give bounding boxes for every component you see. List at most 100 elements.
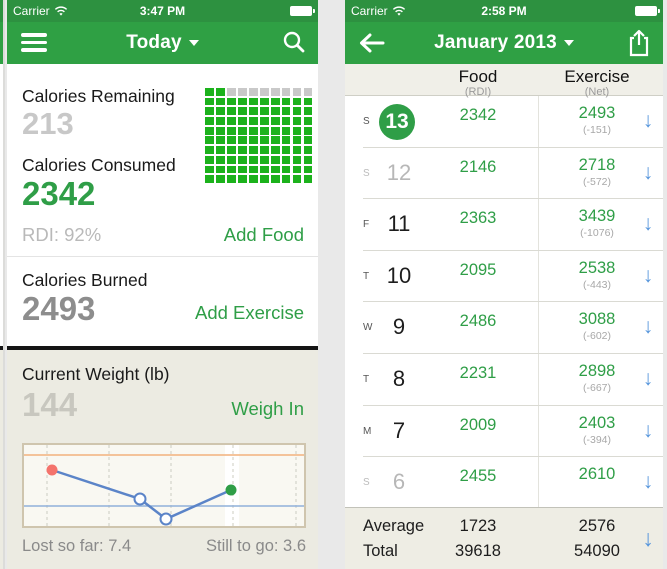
grid-cell xyxy=(303,165,313,174)
diary-row-9[interactable]: W 9 2486 3088 (-602) ↓ xyxy=(345,302,663,354)
grid-cell xyxy=(205,146,214,154)
grid-cell xyxy=(303,117,313,125)
exercise-calories: 3088 xyxy=(578,310,616,329)
back-arrow-icon[interactable] xyxy=(357,32,385,54)
status-time: 2:58 PM xyxy=(481,4,527,18)
exercise-calories: 2403 xyxy=(578,413,616,432)
diary-row-8[interactable]: T 8 2231 2898 (-667) ↓ xyxy=(345,353,663,406)
diary-row-7[interactable]: M 7 2009 2403 (-394) ↓ xyxy=(345,405,663,458)
exercise-header-sub: (Net) xyxy=(584,86,610,98)
download-arrow-icon[interactable]: ↓ xyxy=(642,160,654,184)
food-header-sub: (RDI) xyxy=(464,86,492,98)
download-summary-icon[interactable]: ↓ xyxy=(642,525,654,551)
selected-day-badge: 13 xyxy=(379,104,415,140)
calories-burned-value: 2493 xyxy=(22,290,96,327)
diary-row-6[interactable]: S 6 2455 2610 ↓ xyxy=(345,457,663,509)
grid-cell xyxy=(205,107,214,116)
exercise-cell: 2403 (-394) xyxy=(547,414,647,446)
day-letter: M xyxy=(363,425,372,437)
download-arrow-icon[interactable]: ↓ xyxy=(642,366,654,390)
grid-cell xyxy=(303,97,313,106)
grid-cell xyxy=(215,107,225,116)
calorie-progress-grid xyxy=(205,88,313,183)
menu-icon[interactable] xyxy=(21,33,47,53)
search-icon[interactable] xyxy=(282,30,306,54)
grid-cell xyxy=(237,175,247,183)
total-label: Total xyxy=(363,542,398,560)
food-column-header: Food (RDI) xyxy=(418,67,538,98)
day-number: 12 xyxy=(386,159,412,185)
average-label: Average xyxy=(363,517,425,535)
current-weight-label: Current Weight (lb) xyxy=(22,364,170,384)
grid-cell xyxy=(259,88,269,96)
weigh-in-button[interactable]: Weigh In xyxy=(231,398,304,419)
month-selector[interactable]: January 2013 xyxy=(345,32,663,54)
grid-cell xyxy=(248,117,258,125)
add-food-button[interactable]: Add Food xyxy=(223,224,304,245)
calories-consumed-label: Calories Consumed xyxy=(22,155,176,175)
grid-cell xyxy=(292,175,302,183)
crop-weight-sliver xyxy=(0,350,3,569)
food-calories: 2231 xyxy=(459,363,497,382)
diary-rows: S 13 2342 2493 (-151) ↓ S 12 2146 2718 (-572) ↓ F 11 2… xyxy=(345,96,663,569)
grid-cell xyxy=(259,136,269,145)
download-arrow-icon[interactable]: ↓ xyxy=(642,263,654,287)
add-exercise-button[interactable]: Add Exercise xyxy=(195,302,304,323)
grid-cell xyxy=(292,165,302,174)
share-icon[interactable] xyxy=(627,28,651,58)
carrier-label: Carrier xyxy=(13,4,50,18)
grid-cell xyxy=(215,165,225,174)
food-calories: 2486 xyxy=(459,312,497,331)
current-weight-value: 144 xyxy=(22,386,78,423)
grid-cell xyxy=(205,136,214,145)
day-letter: S xyxy=(363,116,370,127)
grid-cell xyxy=(237,97,247,106)
diary-row-11[interactable]: F 11 2363 3439 (-1076) ↓ xyxy=(345,199,663,251)
grid-cell xyxy=(248,175,258,183)
section-divider xyxy=(7,256,318,257)
grid-cell xyxy=(237,136,247,145)
diary-row-13[interactable]: S 13 2342 2493 (-151) ↓ xyxy=(345,96,663,148)
grid-cell xyxy=(259,155,269,164)
carrier-label: Carrier xyxy=(351,4,388,18)
grid-cell xyxy=(292,107,302,116)
grid-cell xyxy=(303,146,313,154)
grid-cell xyxy=(259,117,269,125)
diary-row-12[interactable]: S 12 2146 2718 (-572) ↓ xyxy=(345,147,663,200)
status-time: 3:47 PM xyxy=(139,4,186,18)
exercise-cell: 2610 xyxy=(547,465,647,485)
grid-cell xyxy=(270,165,280,174)
net-calories: (-151) xyxy=(582,124,611,136)
grid-cell xyxy=(259,165,269,174)
battery-icon xyxy=(290,6,315,16)
download-arrow-icon[interactable]: ↓ xyxy=(642,315,654,339)
grid-cell xyxy=(281,155,291,164)
grid-cell xyxy=(205,88,214,96)
download-arrow-icon[interactable]: ↓ xyxy=(642,418,654,442)
day-number: 8 xyxy=(392,365,406,391)
day-number: 11 xyxy=(387,211,411,237)
download-arrow-icon[interactable]: ↓ xyxy=(642,470,654,494)
grid-cell xyxy=(292,146,302,154)
nav-bar-left: Today xyxy=(7,22,318,64)
food-header-label: Food xyxy=(458,67,498,86)
exercise-cell: 3088 (-602) xyxy=(547,310,647,342)
grid-cell xyxy=(248,146,258,154)
grid-cell xyxy=(226,107,236,116)
grid-cell xyxy=(303,136,313,145)
day-letter: F xyxy=(363,219,370,231)
download-arrow-icon[interactable]: ↓ xyxy=(642,109,654,132)
grid-cell xyxy=(226,88,236,96)
download-arrow-icon[interactable]: ↓ xyxy=(642,212,654,236)
still-to-go-label: Still to go: 3.6 xyxy=(206,537,306,555)
average-food-value: 1723 xyxy=(459,517,497,535)
date-selector[interactable]: Today xyxy=(7,32,318,54)
grid-cell xyxy=(237,107,247,116)
net-calories: (-602) xyxy=(582,330,611,343)
diary-row-10[interactable]: T 10 2095 2538 (-443) ↓ xyxy=(345,250,663,303)
status-bar-left: Carrier 3:47 PM xyxy=(7,0,318,22)
grid-cell xyxy=(237,126,247,135)
grid-cell xyxy=(237,155,247,164)
day-number: 10 xyxy=(386,262,412,288)
wifi-icon xyxy=(392,5,405,16)
